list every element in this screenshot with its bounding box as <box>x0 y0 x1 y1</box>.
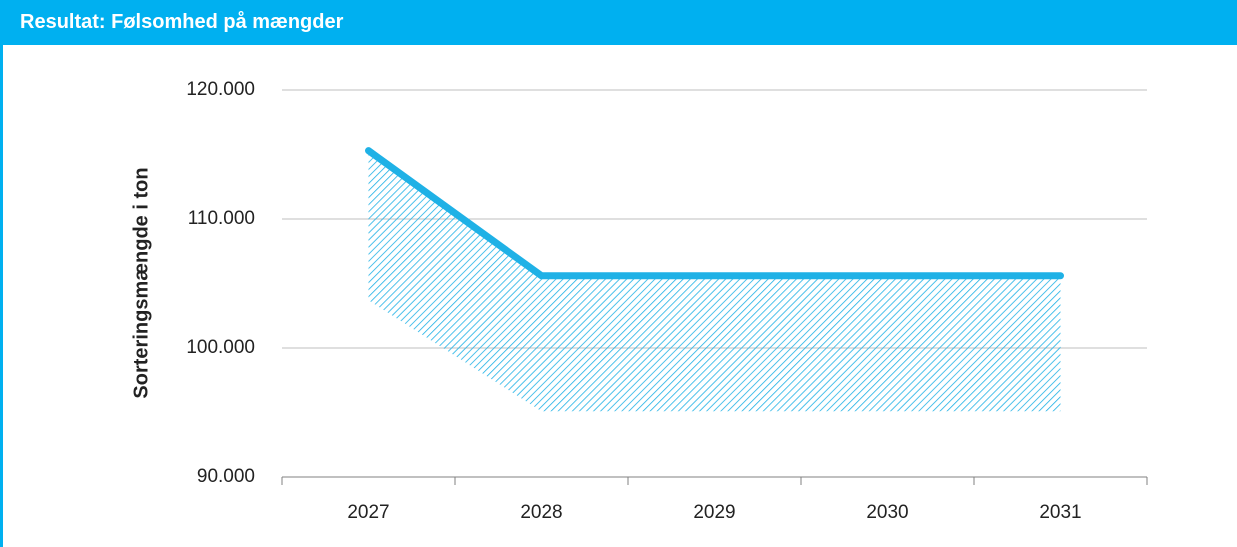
y-tick-label: 90.000 <box>197 466 255 487</box>
y-tick-label: 100.000 <box>186 337 255 358</box>
y-tick-label: 110.000 <box>188 208 255 229</box>
x-tick-label: 2028 <box>520 502 562 523</box>
x-tick-label: 2031 <box>1039 502 1081 523</box>
x-tick-label: 2029 <box>693 502 735 523</box>
y-axis-label: Sorteringsmængde i ton <box>130 167 152 398</box>
y-tick-label: 120.000 <box>186 79 255 100</box>
sensitivity-band <box>368 150 1061 412</box>
header-title: Resultat: Følsomhed på mængder <box>20 11 344 33</box>
panel-border <box>0 45 3 547</box>
line <box>365 147 1064 280</box>
x-tick-label: 2030 <box>866 502 908 523</box>
header-bar: Resultat: Følsomhed på mængder <box>0 0 1237 45</box>
x-tick-label: 2027 <box>347 502 389 523</box>
